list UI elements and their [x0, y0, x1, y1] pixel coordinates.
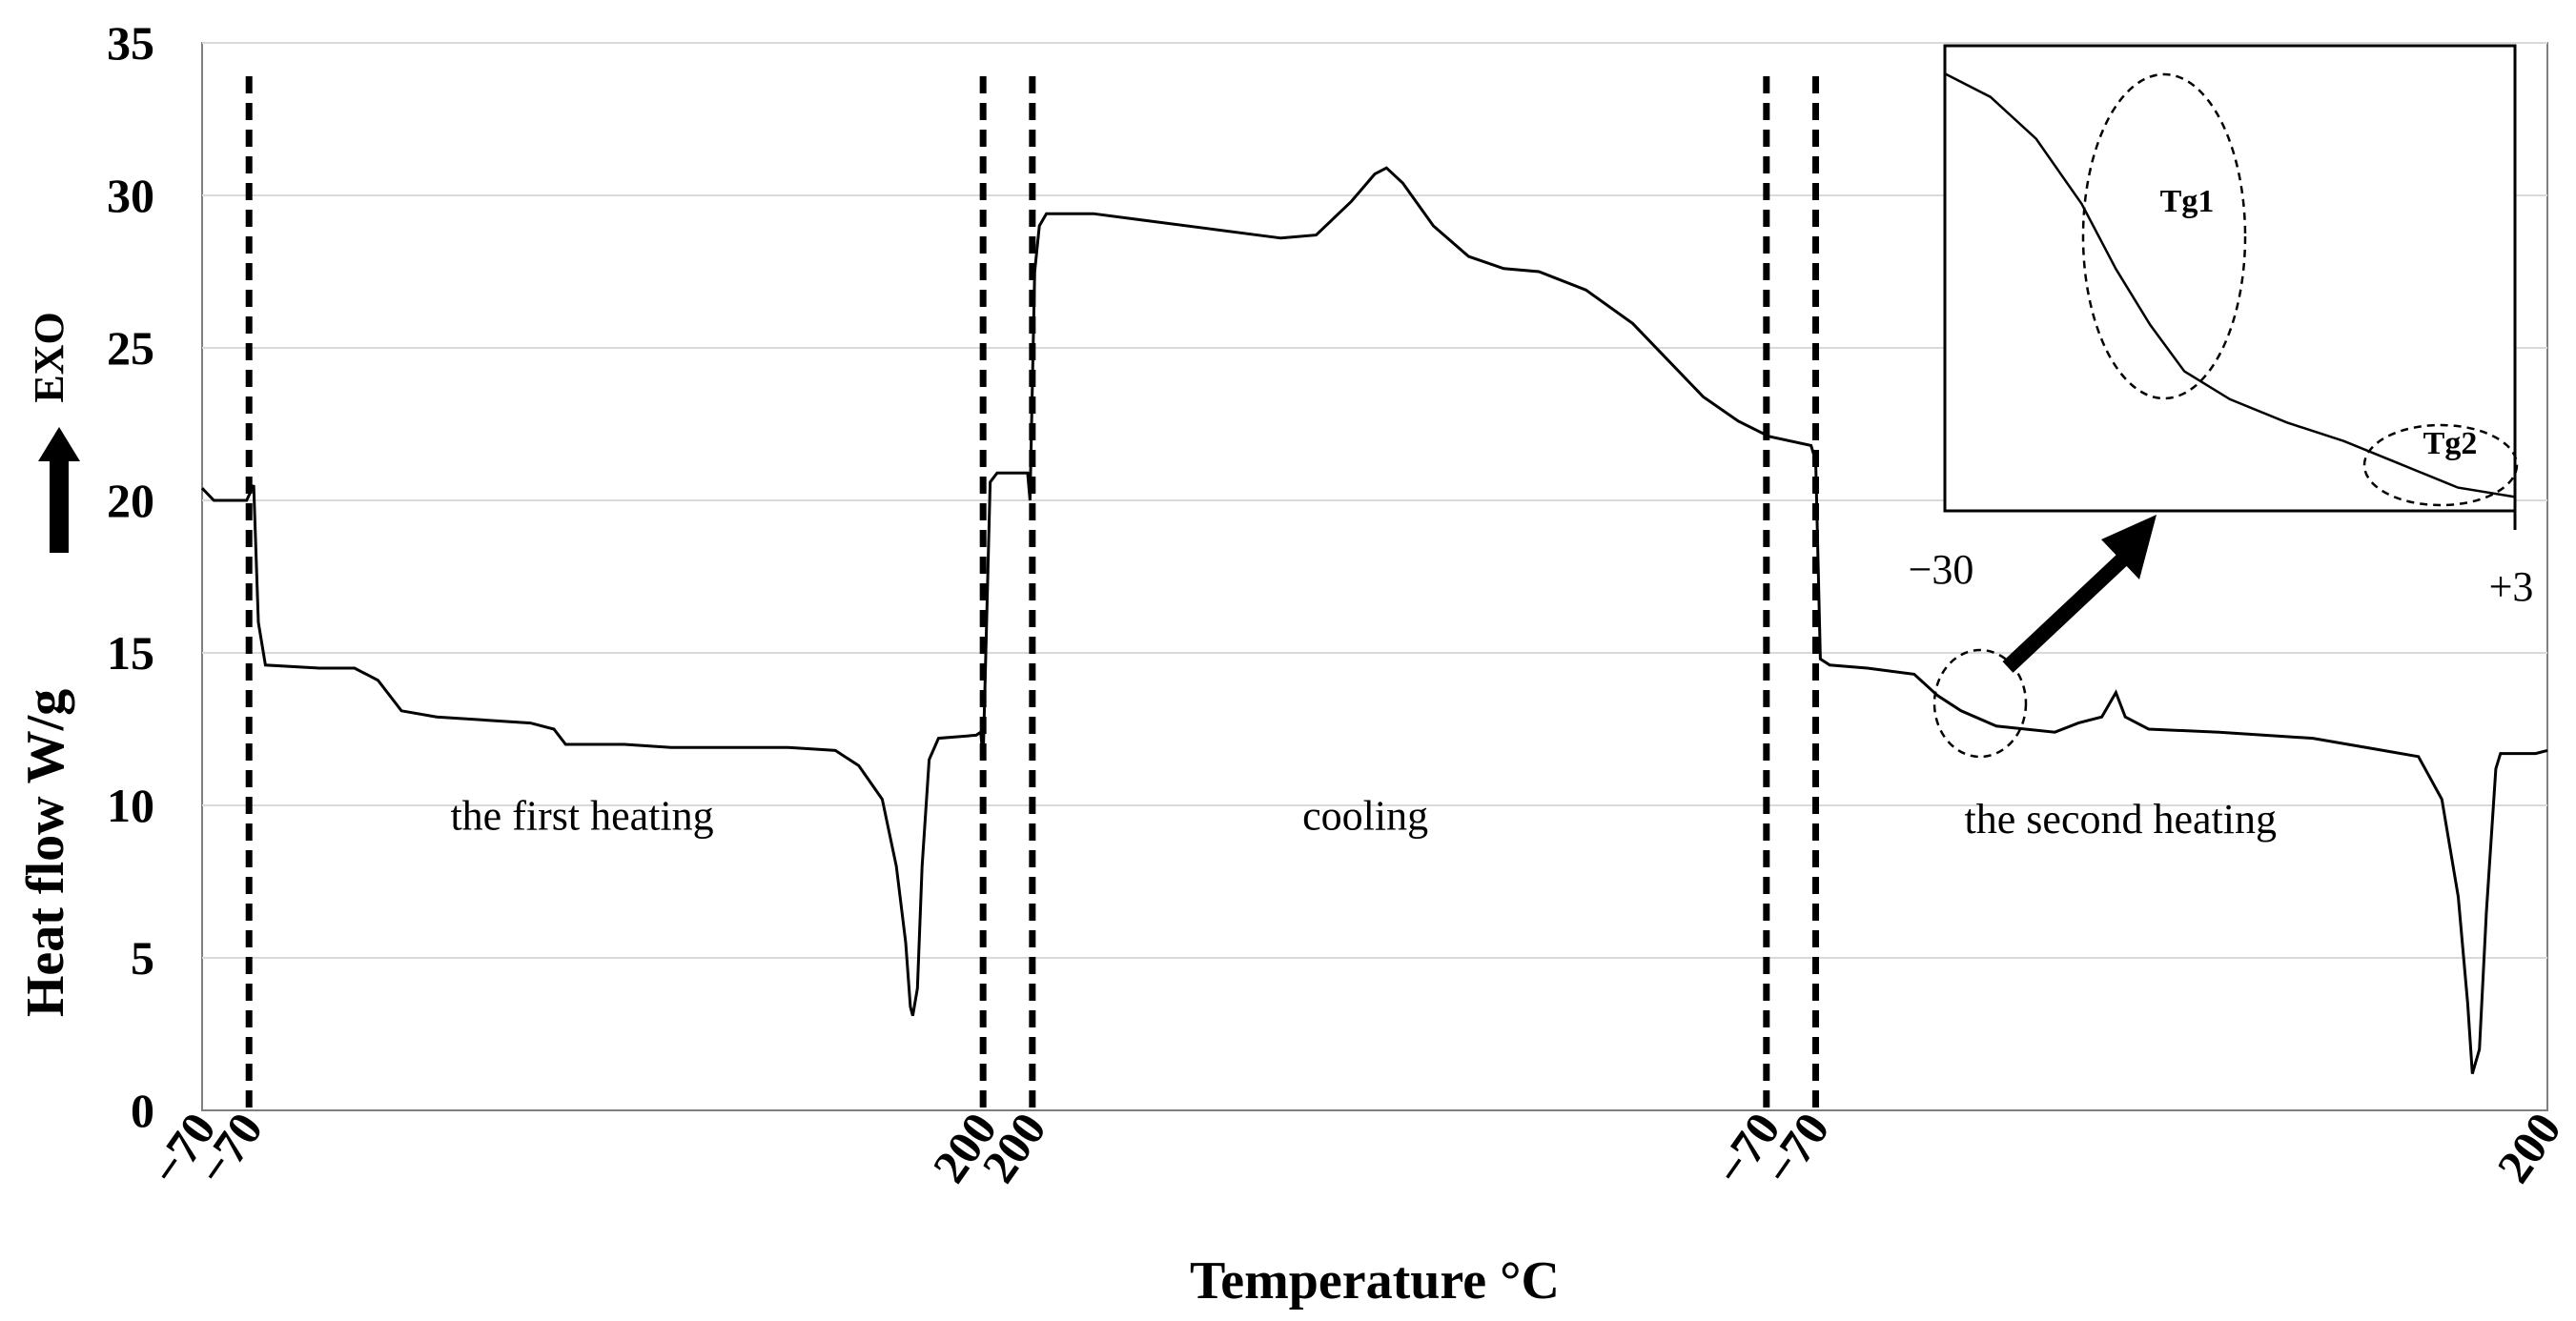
- zoom-arrow-icon: [2002, 515, 2157, 673]
- y-axis-title: Heat flow W/g: [16, 689, 75, 1017]
- y-tick-label: 5: [131, 931, 154, 985]
- segment-label: cooling: [1302, 793, 1428, 840]
- y-tick-label: 15: [107, 626, 154, 680]
- y-tick-label: 30: [107, 169, 154, 222]
- y-tick-label: 25: [107, 321, 154, 375]
- exo-arrow-icon: [38, 427, 80, 553]
- tg2-circle: [2362, 423, 2519, 507]
- inset-x-tick-max: +3: [2489, 563, 2534, 610]
- y-axis-exo-label: EXO: [26, 312, 72, 402]
- inset-frame: [1943, 44, 2517, 513]
- y-tick-labels: 0 5 10 15 20 25 30 35: [107, 16, 154, 1137]
- x-axis-title: Temperature °C: [1190, 1251, 1560, 1311]
- y-tick-label: 0: [131, 1084, 154, 1137]
- inset-heat-flow-line: [1944, 72, 2516, 498]
- segment-label: the first heating: [450, 793, 713, 840]
- tg2-label: Tg2: [2423, 426, 2478, 461]
- tg1-label: Tg1: [2160, 184, 2215, 219]
- y-tick-label: 35: [107, 16, 154, 70]
- inset-panel: Tg1 Tg2 −30 +3: [1909, 44, 2534, 610]
- segment-labels: the first heating cooling the second heati…: [450, 793, 2277, 843]
- segment-boundaries: [245, 76, 1819, 1110]
- heat-flow-line: [200, 166, 2548, 1075]
- segment-label: the second heating: [1965, 796, 2277, 843]
- tg1-circle: [2081, 72, 2247, 400]
- y-tick-label: 10: [107, 779, 154, 832]
- y-tick-label: 20: [107, 474, 154, 527]
- inset-x-tick-min: −30: [1909, 546, 1974, 593]
- tg-region-circle: [1932, 648, 2028, 759]
- x-tick-label: 200: [971, 1103, 1056, 1192]
- x-tick-label: 200: [2486, 1103, 2571, 1192]
